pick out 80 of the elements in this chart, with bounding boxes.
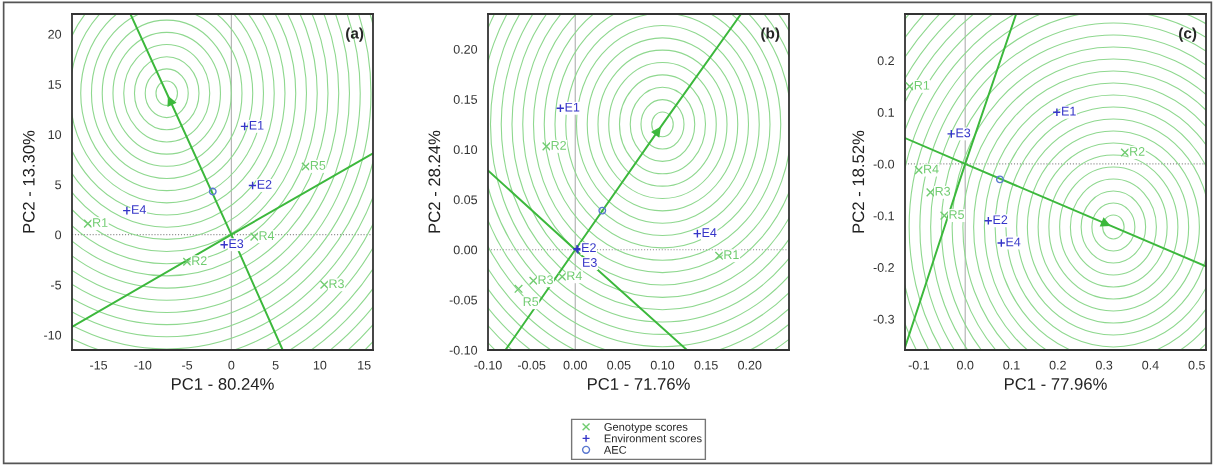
x-tick-label: 0.1 xyxy=(1003,360,1020,370)
legend-label: AEC xyxy=(603,445,627,454)
data-label: E2 xyxy=(993,215,1008,224)
y-tick-label: -0.1 xyxy=(873,211,894,221)
y-tick-label: 0.20 xyxy=(453,44,478,54)
y-tick-label: 20 xyxy=(48,29,62,39)
y-tick-label: -0.2 xyxy=(873,263,894,272)
data-label: R5 xyxy=(523,297,539,307)
x-tick-label: -10 xyxy=(134,360,152,370)
x-tick-label: 0.2 xyxy=(1049,360,1066,370)
y-axis-title: PC2 - 13.30% xyxy=(22,130,35,233)
x-axis-title: PC1 - 77.96% xyxy=(1004,378,1107,390)
data-label: E3 xyxy=(583,258,597,267)
data-label: R3 xyxy=(935,186,951,196)
data-label: E1 xyxy=(565,102,580,112)
x-tick-label: -0.1 xyxy=(908,360,930,370)
annotation: (b) xyxy=(761,27,780,42)
data-label: E1 xyxy=(249,120,264,130)
data-label: E2 xyxy=(582,243,596,252)
y-axis-title: PC2 - 28.24% xyxy=(428,130,441,233)
data-label: E2 xyxy=(257,180,272,189)
y-tick-label: 10 xyxy=(48,130,62,140)
y-tick-label: -0.0 xyxy=(873,159,895,169)
x-tick-label: 0.4 xyxy=(1142,360,1159,370)
x-tick-label: 0.3 xyxy=(1095,360,1113,370)
data-label: R4 xyxy=(259,231,275,240)
data-label: R1 xyxy=(914,81,930,90)
x-tick-label: -5 xyxy=(182,360,193,370)
data-label: R2 xyxy=(1130,147,1145,156)
y-tick-label: 0.2 xyxy=(877,56,894,66)
x-tick-label: 0.05 xyxy=(607,360,631,370)
y-tick-label: 5 xyxy=(55,180,62,190)
x-axis-title: PC1 - 71.76% xyxy=(587,378,690,390)
y-tick-label: 15 xyxy=(48,80,62,89)
data-label: E4 xyxy=(702,228,717,237)
x-tick-label: -0.10 xyxy=(474,360,502,370)
y-axis-title: PC2 - 18.52% xyxy=(852,130,865,233)
y-tick-label: -0.10 xyxy=(449,345,478,355)
data-label: R2 xyxy=(551,140,566,150)
x-tick-label: 5 xyxy=(272,360,279,370)
y-tick-label: -10 xyxy=(44,330,62,340)
x-tick-label: 0.00 xyxy=(563,360,587,370)
y-tick-label: 0.1 xyxy=(877,108,894,117)
data-label: E3 xyxy=(956,128,971,138)
legend-label: Environment scores xyxy=(604,434,702,443)
legend-label: Genotype scores xyxy=(604,423,688,434)
annotation: (c) xyxy=(1179,27,1197,42)
data-label: R5 xyxy=(949,210,964,219)
x-tick-label: 0.0 xyxy=(957,360,974,370)
data-label: E4 xyxy=(1006,237,1021,247)
x-tick-label: 10 xyxy=(313,360,327,370)
data-label: R4 xyxy=(567,271,582,281)
x-tick-label: 0.20 xyxy=(738,360,762,370)
x-tick-label: 0 xyxy=(228,360,235,370)
data-label: R4 xyxy=(924,164,939,174)
y-tick-label: 0.00 xyxy=(453,245,478,255)
y-tick-label: 0.10 xyxy=(453,145,478,155)
data-label: E4 xyxy=(132,205,146,214)
data-label: R3 xyxy=(538,275,553,285)
data-label: R3 xyxy=(329,279,344,289)
y-tick-label: -5 xyxy=(51,280,62,290)
data-label: E1 xyxy=(1062,106,1076,116)
y-tick-label: 0.05 xyxy=(453,195,478,205)
y-tick-label: -0.3 xyxy=(873,314,895,324)
x-tick-label: 0.10 xyxy=(650,360,675,370)
data-label: R1 xyxy=(93,218,108,227)
x-tick-label: 0.15 xyxy=(694,360,718,370)
x-tick-label: 15 xyxy=(358,360,371,370)
data-label: R2 xyxy=(192,256,207,265)
data-label: R1 xyxy=(724,250,739,259)
y-tick-label: 0.15 xyxy=(453,95,478,104)
x-tick-label: -15 xyxy=(90,360,108,370)
data-label: R5 xyxy=(310,161,326,170)
y-tick-label: 0 xyxy=(55,230,62,240)
annotation: (a) xyxy=(346,27,364,42)
data-label: E3 xyxy=(229,239,244,249)
y-tick-label: -0.05 xyxy=(449,295,478,305)
x-tick-label: 0.5 xyxy=(1188,360,1205,370)
x-tick-label: -0.05 xyxy=(517,360,546,370)
x-axis-title: PC1 - 80.24% xyxy=(171,378,274,390)
